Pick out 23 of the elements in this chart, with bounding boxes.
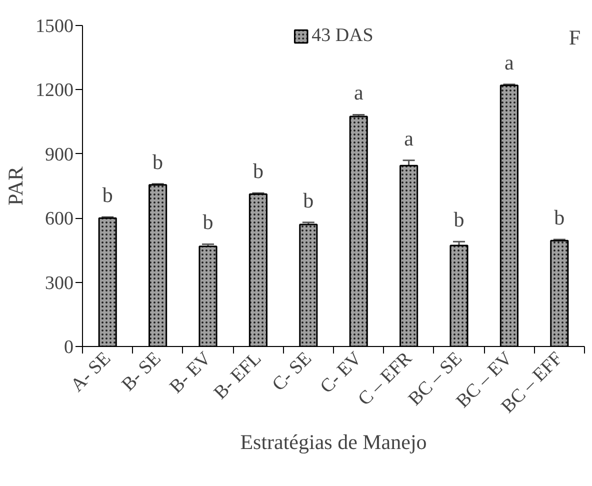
x-tick-label: B- SE: [118, 348, 166, 396]
x-axis-title: Estratégias de Manejo: [240, 430, 427, 454]
x-tick-label: B- EFL: [210, 348, 266, 404]
legend-label: 43 DAS: [312, 25, 374, 47]
y-tick-label: 0: [64, 337, 74, 358]
annotation: a: [504, 50, 515, 74]
annotation: b: [454, 208, 464, 232]
annotation: a: [354, 80, 364, 105]
annotation: b: [554, 206, 565, 230]
y-tick-label: 1200: [36, 80, 74, 102]
y-tick-label: 600: [45, 208, 74, 230]
annotation: b: [152, 150, 164, 174]
x-tick-label: C- SE: [268, 348, 316, 396]
y-tick-label: 1500: [36, 16, 74, 37]
y-axis-title: PAR: [4, 166, 28, 206]
annotation: b: [102, 183, 113, 208]
annotation: b: [202, 210, 214, 234]
annotation: F: [568, 26, 581, 50]
annotation: a: [404, 126, 414, 150]
annotation: b: [252, 159, 264, 184]
y-tick-label: 900: [45, 144, 74, 166]
annotation: b: [303, 188, 314, 212]
y-tick-label: 300: [45, 272, 74, 294]
